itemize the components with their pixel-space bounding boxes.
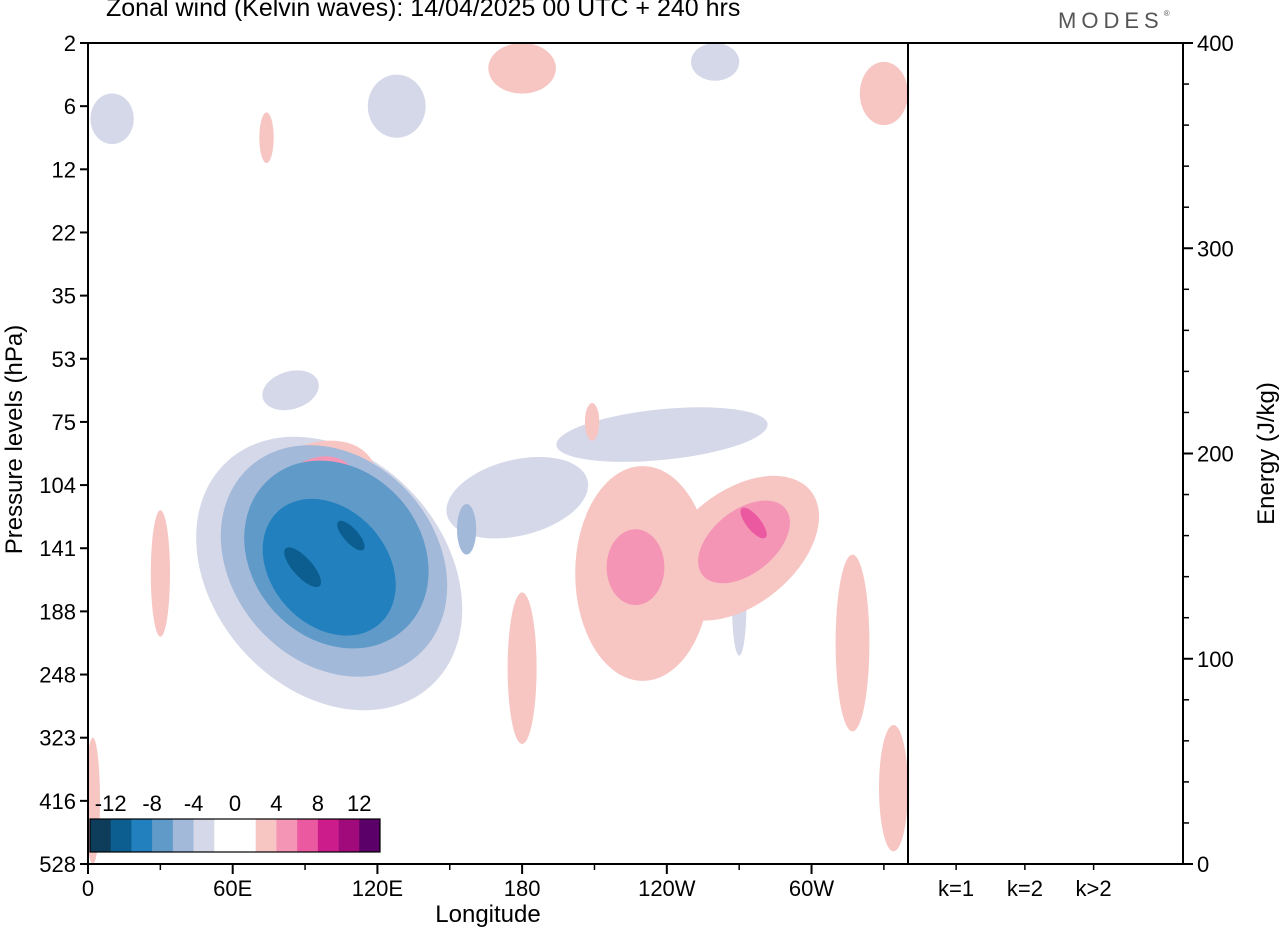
x-tick-label-120E: 120E <box>352 876 403 901</box>
colorbar-swatch-13 <box>359 819 381 852</box>
energy-category-label-2: k>2 <box>1076 876 1112 901</box>
energy-category-label-0: k=1 <box>938 876 974 901</box>
positive-wind-contour-24 <box>698 500 790 584</box>
colorbar-swatch-6 <box>214 819 236 852</box>
energy-tick-label-400: 400 <box>1197 31 1234 56</box>
y-tick-label-323: 323 <box>39 726 76 751</box>
y-axis-label: Pressure levels (hPa) <box>1 325 28 554</box>
negative-wind-contour-2 <box>556 407 768 462</box>
colorbar-label-4: 4 <box>270 791 282 816</box>
negative-wind-contour-3 <box>262 370 319 411</box>
energy-bar-0 <box>936 863 977 864</box>
y-tick-label-188: 188 <box>39 599 76 624</box>
y-tick-label-75: 75 <box>52 410 76 435</box>
positive-wind-contour-14 <box>879 725 908 852</box>
energy-axis-label: Energy (J/kg) <box>1253 382 1280 525</box>
colorbar-swatch-9 <box>276 819 298 852</box>
energy-tick-label-200: 200 <box>1197 442 1234 467</box>
negative-wind-contour-4 <box>367 74 426 138</box>
colorbar-swatch-12 <box>338 819 360 852</box>
positive-wind-contour-17 <box>488 43 556 94</box>
negative-wind-contour-21 <box>457 504 477 555</box>
positive-wind-contour-26 <box>740 507 767 539</box>
x-axis-label: Longitude <box>435 901 540 928</box>
brand-logo: MODES® <box>1058 8 1170 34</box>
colorbar-swatch-5 <box>193 819 215 852</box>
y-tick-label-12: 12 <box>52 157 76 182</box>
negative-wind-contour-6 <box>691 43 740 81</box>
colorbar-label-0: -12 <box>95 791 127 816</box>
y-tick-label-416: 416 <box>39 789 76 814</box>
colorbar-swatch-4 <box>172 819 194 852</box>
positive-wind-contour-12 <box>150 510 170 637</box>
colorbar-swatch-1 <box>110 819 132 852</box>
energy-tick-label-300: 300 <box>1197 236 1234 261</box>
y-tick-label-53: 53 <box>52 347 76 372</box>
y-tick-label-6: 6 <box>64 94 76 119</box>
energy-tick-label-0: 0 <box>1197 852 1209 877</box>
colorbar-swatch-7 <box>235 819 257 852</box>
x-tick-label-60E: 60E <box>213 876 252 901</box>
heatmap-contours <box>88 43 908 864</box>
chart-title: Zonal wind (Kelvin waves): 14/04/2025 00… <box>106 0 741 22</box>
positive-wind-contour-16 <box>859 61 908 126</box>
y-tick-label-104: 104 <box>39 473 76 498</box>
brand-text: MODES <box>1058 8 1164 33</box>
negative-wind-contour-28 <box>284 547 321 588</box>
colorbar-label-5: 8 <box>312 791 324 816</box>
colorbar-label-1: -8 <box>142 791 162 816</box>
positive-wind-contour-13 <box>835 554 870 732</box>
energy-tick-label-100: 100 <box>1197 647 1234 672</box>
positive-wind-contour-18 <box>259 112 274 163</box>
colorbar-swatch-11 <box>317 819 339 852</box>
x-tick-label-0: 0 <box>82 876 94 901</box>
colorbar-swatch-3 <box>152 819 174 852</box>
x-tick-label-120W: 120W <box>638 876 696 901</box>
negative-wind-contour-27 <box>262 498 396 636</box>
y-tick-label-2: 2 <box>64 31 76 56</box>
negative-wind-contour-5 <box>90 93 134 145</box>
x-tick-label-60W: 60W <box>789 876 834 901</box>
colorbar-frame <box>89 818 381 853</box>
energy-bar-2 <box>1073 863 1114 864</box>
positive-wind-contour-11 <box>507 592 537 744</box>
colorbar-swatch-8 <box>255 819 277 852</box>
positive-wind-contour-19 <box>584 403 600 441</box>
y-tick-label-248: 248 <box>39 663 76 688</box>
x-tick-label-180: 180 <box>504 876 541 901</box>
y-tick-label-141: 141 <box>39 536 76 561</box>
heatmap-frame <box>87 42 909 865</box>
energy-category-label-1: k=2 <box>1007 876 1043 901</box>
colorbar-swatch-10 <box>297 819 319 852</box>
colorbar-label-2: -4 <box>184 791 204 816</box>
y-tick-label-22: 22 <box>52 220 76 245</box>
brand-registered-mark: ® <box>1163 9 1170 18</box>
positive-wind-contour-23 <box>606 529 665 606</box>
energy-panel: 0 100 200 300 400 Energy (J/kg) k=1 k=2 k>2 <box>908 31 1280 901</box>
energy-bar-1 <box>1004 863 1045 864</box>
colorbar-swatch-2 <box>131 819 153 852</box>
colorbar: -12 -8 -4 0 4 8 12 <box>89 791 381 853</box>
colorbar-swatch-0 <box>90 819 112 852</box>
colorbar-label-6: 12 <box>347 791 371 816</box>
y-tick-label-528: 528 <box>39 852 76 877</box>
negative-wind-contour-29 <box>337 520 365 551</box>
y-tick-label-35: 35 <box>52 284 76 309</box>
colorbar-label-3: 0 <box>229 791 241 816</box>
negative-wind-contour-1 <box>446 456 589 539</box>
